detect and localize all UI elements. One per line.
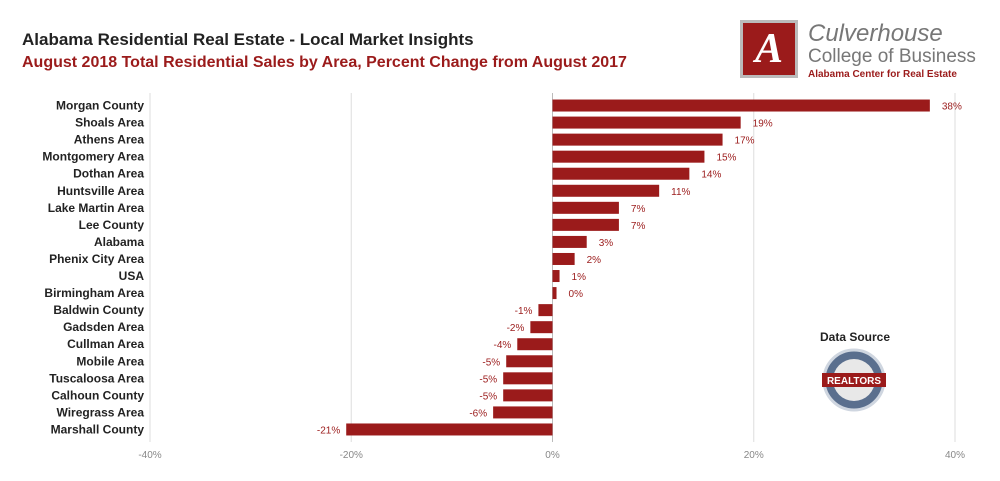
data-label: 11%	[671, 187, 690, 198]
x-tick-label: 0%	[545, 450, 560, 461]
x-tick-label: -20%	[340, 450, 363, 461]
category-label: Phenix City Area	[49, 252, 144, 266]
category-label: Gadsden Area	[63, 320, 144, 334]
data-label: -2%	[507, 323, 525, 334]
bar	[552, 287, 557, 300]
bar	[503, 389, 553, 402]
alabama-a-logo-icon: A	[740, 20, 798, 78]
data-source-label: Data Source	[820, 330, 891, 344]
category-label: Alabama	[94, 235, 144, 249]
bar	[552, 116, 741, 129]
category-label: Baldwin County	[53, 303, 144, 317]
logo-line2: College of Business	[808, 46, 976, 67]
category-label: Cullman Area	[67, 337, 144, 351]
category-label: Dothan Area	[73, 167, 144, 181]
bar	[552, 218, 619, 231]
bar	[552, 150, 705, 163]
data-label: 0%	[569, 289, 584, 300]
category-label: Huntsville Area	[57, 184, 144, 198]
data-label: 15%	[716, 153, 736, 164]
data-label: -21%	[317, 425, 340, 436]
x-tick-label: -40%	[138, 450, 161, 461]
bar	[530, 321, 553, 334]
data-label: -4%	[493, 340, 511, 351]
bar	[552, 201, 619, 214]
category-label: Lake Martin Area	[48, 201, 145, 215]
data-label: -5%	[482, 357, 500, 368]
realtors-badge-text: REALTORS	[827, 376, 881, 387]
bar	[552, 252, 575, 265]
realtors-badge-icon: REALTORS	[822, 348, 886, 412]
category-label: Marshall County	[51, 422, 145, 436]
data-label: 19%	[753, 119, 773, 130]
bar	[552, 184, 660, 197]
category-label: Mobile Area	[76, 354, 144, 368]
data-label: -1%	[515, 306, 533, 317]
category-label: Lee County	[79, 218, 145, 232]
logo-line1: Culverhouse	[808, 20, 943, 47]
category-label: Athens Area	[74, 133, 145, 147]
bar	[552, 167, 690, 180]
bar	[506, 355, 553, 368]
chart-subtitle: August 2018 Total Residential Sales by A…	[22, 54, 627, 71]
data-label: -5%	[479, 391, 497, 402]
bar	[538, 304, 553, 317]
category-label: Wiregrass Area	[57, 405, 145, 419]
chart-title: Alabama Residential Real Estate - Local …	[22, 30, 474, 49]
category-label: USA	[119, 269, 145, 283]
category-label: Tuscaloosa Area	[49, 371, 144, 385]
bar	[503, 372, 553, 385]
data-label: 2%	[587, 255, 602, 266]
bar	[552, 99, 930, 112]
data-label: -6%	[469, 408, 487, 419]
bar	[517, 338, 553, 351]
bar	[552, 133, 723, 146]
bar	[493, 406, 553, 419]
category-label: Morgan County	[56, 99, 144, 113]
data-label: 38%	[942, 102, 962, 113]
bar	[346, 423, 553, 436]
category-label: Birmingham Area	[44, 286, 144, 300]
data-label: 1%	[572, 272, 587, 283]
logo-line3: Alabama Center for Real Estate	[808, 69, 957, 80]
bar	[552, 270, 560, 283]
category-label: Montgomery Area	[42, 150, 144, 164]
data-label: -5%	[479, 374, 497, 385]
category-label: Calhoun County	[51, 388, 144, 402]
data-label: 17%	[735, 136, 755, 147]
data-label: 3%	[599, 238, 614, 249]
x-tick-label: 20%	[744, 450, 764, 461]
data-label: 7%	[631, 204, 646, 215]
data-label: 14%	[701, 170, 721, 181]
x-tick-label: 40%	[945, 450, 965, 461]
bar	[552, 235, 587, 248]
data-label: 7%	[631, 221, 646, 232]
category-label: Shoals Area	[75, 116, 144, 130]
